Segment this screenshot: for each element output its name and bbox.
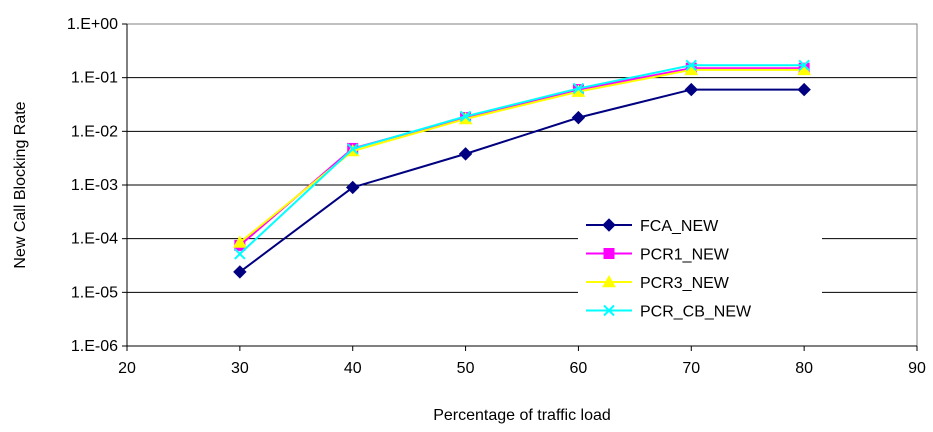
data-point: [233, 235, 247, 248]
data-point: [797, 82, 811, 97]
x-tick-label: 30: [231, 360, 249, 377]
y-tick-label: 1.E-06: [71, 338, 118, 355]
data-point: [571, 110, 586, 125]
data-point: [346, 180, 360, 195]
legend-label: PCR_CB_NEW: [640, 304, 752, 321]
data-point: [233, 265, 247, 279]
x-tick-label: 90: [908, 360, 926, 377]
legend-label: PCR3_NEW: [640, 275, 730, 292]
legend: FCA_NEW PCR1_NEW PCR3_NEW PCR_CB_NEW: [578, 205, 822, 329]
y-tick-label: 1.E-04: [71, 231, 118, 248]
y-tick-label: 1.E-03: [71, 177, 118, 194]
series-line: [239, 67, 805, 247]
data-point: [458, 147, 473, 161]
legend-label: FCA_NEW: [640, 218, 719, 235]
x-axis: 20 30 40 50 60 70 80 90: [118, 345, 926, 377]
legend-entry: PCR_CB_NEW: [586, 304, 752, 321]
data-point: [572, 82, 585, 95]
legend-marker: [603, 304, 615, 317]
x-tick-label: 70: [682, 360, 700, 377]
x-axis-title: Percentage of traffic load: [433, 407, 611, 424]
y-tick-label: 1.E-05: [71, 284, 118, 301]
series-pcr-cb-new: [234, 59, 810, 260]
x-tick-label: 20: [118, 360, 136, 377]
data-point: [798, 59, 810, 72]
series-line: [239, 64, 805, 255]
data-point: [347, 143, 359, 155]
data-point: [684, 82, 698, 97]
y-axis: 1.E-06 1.E-05 1.E-04 1.E-03 1.E-02 1.E-01 1.E+…: [67, 16, 128, 355]
data-point: [685, 59, 697, 72]
x-tick-label: 40: [344, 360, 362, 377]
data-point: [234, 248, 246, 260]
series-layer: [233, 59, 811, 279]
y-tick-label: 1.E-02: [71, 123, 118, 140]
legend-entry: PCR1_NEW: [586, 247, 730, 264]
x-tick-label: 80: [795, 360, 813, 377]
y-tick-label: 1.E-01: [71, 70, 118, 87]
series-line: [239, 88, 805, 273]
legend-marker: [602, 218, 616, 232]
legend-entry: PCR3_NEW: [586, 274, 730, 292]
legend-label: PCR1_NEW: [640, 247, 730, 264]
x-tick-label: 60: [570, 360, 588, 377]
series-fca-new: [233, 82, 811, 279]
data-point: [459, 110, 472, 123]
x-tick-label: 50: [457, 360, 475, 377]
legend-marker: [602, 274, 616, 288]
legend-entry: FCA_NEW: [586, 218, 719, 235]
y-axis-title: New Call Blocking Rate: [12, 101, 29, 268]
legend-marker: [603, 248, 615, 259]
y-tick-label: 1.E+00: [67, 16, 118, 33]
